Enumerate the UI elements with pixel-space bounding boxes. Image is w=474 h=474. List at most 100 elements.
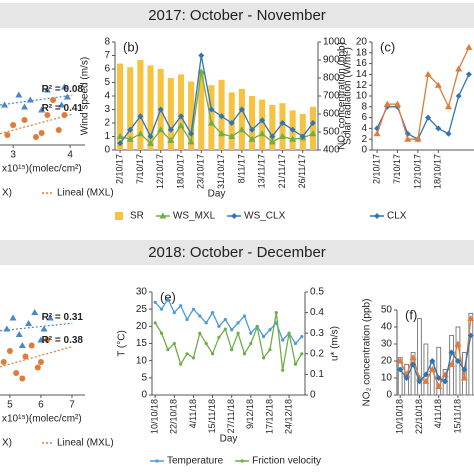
bar	[248, 96, 256, 150]
marker	[434, 81, 442, 88]
marker	[37, 336, 45, 343]
marker	[34, 364, 41, 371]
legend-label: WS_MXL	[173, 211, 216, 222]
marker	[63, 93, 71, 100]
bar	[177, 74, 185, 150]
marker	[116, 133, 124, 139]
bar	[410, 352, 416, 396]
line	[399, 318, 472, 389]
row-header: 2017: October - November	[148, 7, 326, 24]
y-tick-label: 10	[381, 373, 393, 384]
bar	[309, 106, 316, 150]
panel-label: (c)	[380, 39, 395, 54]
y2-tick-label: 700	[323, 91, 340, 102]
x-tick-label: 5	[7, 400, 13, 411]
marker	[231, 213, 238, 219]
y-tick-label: 8	[361, 101, 367, 112]
marker	[422, 371, 429, 378]
marker	[31, 309, 39, 315]
marker	[467, 332, 474, 339]
bar	[167, 78, 174, 150]
marker	[210, 352, 215, 356]
y2-tick-label: 600	[323, 109, 340, 120]
marker	[58, 101, 66, 108]
marker	[153, 321, 157, 325]
marker	[460, 374, 468, 381]
line	[119, 55, 314, 144]
marker	[424, 70, 432, 77]
bar	[147, 65, 154, 150]
trend-line	[0, 322, 73, 332]
y-tick-label: 10	[136, 355, 148, 366]
y-tick-label: 3	[104, 104, 110, 115]
y-tick-label: 4	[361, 123, 367, 134]
x-tick-label: 26/11/17	[297, 154, 307, 188]
y-tick-label: 0	[361, 145, 367, 156]
legend-label: Friction velocity	[252, 456, 321, 467]
x-tick-label: 22/10/18	[414, 399, 424, 434]
marker	[44, 112, 51, 118]
trend-line	[0, 113, 73, 135]
marker	[403, 375, 410, 381]
x-axis-label: x10¹⁵)(molec/cm²)	[2, 414, 82, 425]
x-axis-label: Day	[208, 189, 226, 200]
marker	[167, 126, 174, 133]
marker	[40, 325, 48, 332]
r-squared: R² = 0.38	[42, 335, 84, 346]
marker	[287, 331, 291, 335]
y2-tick-label: 400	[323, 145, 340, 156]
y-tick-label: 14	[356, 69, 368, 80]
marker	[242, 314, 247, 318]
x-tick-label: 10/10/18	[150, 399, 160, 434]
marker	[15, 331, 23, 337]
bar	[238, 88, 245, 150]
panel-label: (b)	[123, 39, 139, 54]
x-tick-label: 2/10/17	[114, 154, 124, 184]
marker	[383, 100, 391, 107]
legend-label: CLX	[387, 211, 407, 222]
x-tick-label: 22/10/18	[169, 399, 179, 434]
x-tick-label: 15/11/18	[207, 399, 217, 433]
marker	[18, 342, 26, 348]
marker	[187, 138, 195, 145]
y-tick-label: 16	[356, 58, 368, 69]
marker	[179, 304, 183, 308]
legend-label: Temperature	[167, 456, 224, 467]
marker	[50, 97, 57, 103]
marker	[223, 317, 227, 322]
marker	[210, 311, 215, 315]
x-tick-label: 27/11/18	[226, 399, 236, 433]
bar	[127, 67, 134, 150]
marker	[230, 328, 234, 332]
marker	[259, 117, 266, 124]
marker	[249, 331, 253, 335]
marker	[236, 331, 240, 335]
marker	[268, 348, 272, 352]
marker	[428, 366, 436, 372]
bar	[117, 63, 124, 150]
x-tick-label: 17/12/18	[264, 399, 274, 434]
y-tick-label: 30	[381, 339, 393, 350]
marker	[217, 335, 221, 339]
marker	[9, 314, 17, 321]
marker	[228, 120, 235, 126]
marker	[223, 327, 227, 331]
y-tick-label: 10	[356, 91, 368, 102]
marker	[188, 130, 195, 137]
marker	[218, 113, 225, 120]
y-tick-label: 50	[381, 305, 393, 316]
y-tick-label: 0	[386, 390, 392, 401]
marker	[25, 320, 33, 326]
x-tick-label: 9/12/18	[245, 399, 255, 429]
y2-tick-label: 0.5	[310, 287, 324, 298]
marker	[159, 212, 167, 219]
bar	[417, 318, 422, 396]
marker	[258, 130, 266, 137]
marker	[153, 300, 157, 304]
bar	[299, 114, 306, 150]
x-tick-label: 18/10/17	[433, 154, 443, 189]
marker	[467, 315, 474, 321]
y2-tick-label: 1000	[323, 37, 346, 48]
marker	[293, 362, 298, 366]
marker	[167, 137, 175, 144]
